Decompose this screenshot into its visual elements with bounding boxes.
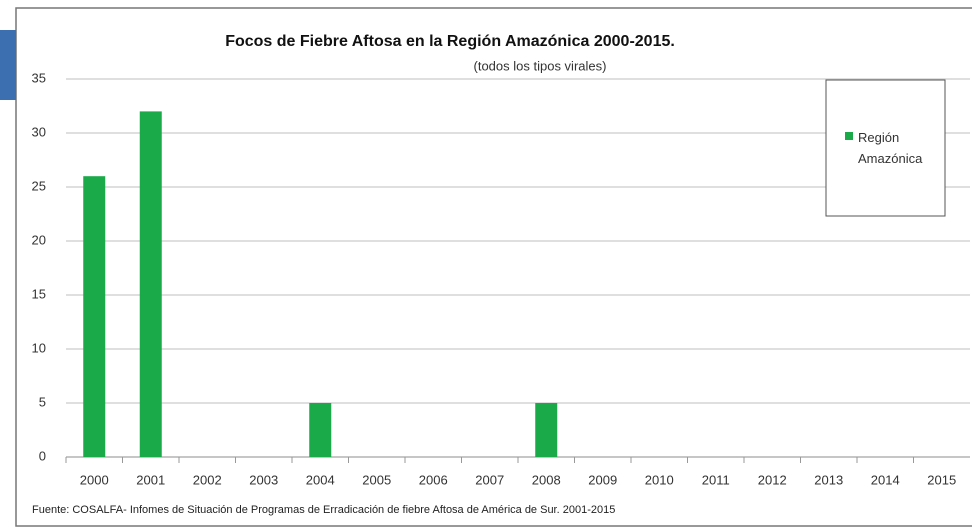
x-tick-label: 2008 [532, 472, 561, 487]
source-note: Fuente: COSALFA- Infomes de Situación de… [32, 504, 615, 516]
y-tick-label: 5 [39, 394, 46, 409]
legend-label: Región Amazónica [858, 130, 923, 166]
x-tick-label: 2006 [419, 472, 448, 487]
chart-subtitle: (todos los tipos virales) [474, 58, 607, 73]
legend-box [825, 79, 946, 217]
x-tick-label: 2007 [475, 472, 504, 487]
bar [535, 403, 558, 457]
x-tick-label: 2002 [193, 472, 222, 487]
bar [83, 176, 106, 457]
side-tab [0, 30, 16, 100]
x-tick-label: 2001 [136, 472, 165, 487]
y-tick-label: 35 [32, 70, 46, 85]
x-tick-label: 2004 [306, 472, 335, 487]
x-tick-label: 2000 [80, 472, 109, 487]
y-tick-label: 20 [32, 232, 46, 247]
y-tick-label: 0 [39, 448, 46, 463]
x-tick-label: 2013 [814, 472, 843, 487]
bar [139, 111, 162, 458]
x-tick-label: 2015 [927, 472, 956, 487]
legend-swatch [845, 132, 853, 140]
x-tick-label: 2011 [702, 472, 730, 487]
x-tick-label: 2014 [871, 472, 900, 487]
x-tick-label: 2009 [588, 472, 617, 487]
chart-title: Focos de Fiebre Aftosa en la Región Amaz… [225, 33, 675, 50]
y-tick-label: 30 [32, 124, 46, 139]
x-tick-label: 2003 [249, 472, 278, 487]
y-tick-label: 10 [32, 340, 46, 355]
y-tick-label: 25 [32, 178, 46, 193]
frame [15, 7, 972, 527]
x-tick-label: 2012 [758, 472, 787, 487]
x-tick-label: 2005 [362, 472, 391, 487]
bar [309, 403, 332, 457]
x-tick-label: 2010 [645, 472, 674, 487]
y-tick-label: 15 [32, 286, 46, 301]
